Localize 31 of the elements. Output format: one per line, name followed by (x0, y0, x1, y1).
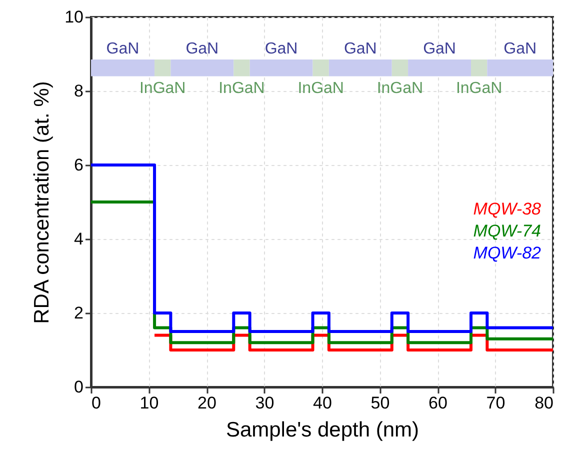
band-label: InGaN (139, 80, 186, 98)
x-tick-label: 60 (428, 394, 448, 412)
x-tick-label: 40 (313, 394, 332, 412)
y-tick-label: 8 (74, 82, 84, 100)
band-label: InGaN (298, 80, 344, 98)
band-label: InGaN (456, 80, 502, 98)
x-tick-label: 20 (198, 394, 216, 412)
band-label: GaN (344, 40, 377, 58)
y-tick-label: 0 (74, 378, 84, 396)
band-label: InGaN (376, 80, 424, 98)
text: MQW-38 (473, 199, 542, 218)
x-tick-label: 30 (255, 394, 274, 412)
x-tick-label: 80 (534, 394, 554, 412)
y-tick-label: 4 (74, 230, 84, 248)
band-label: GaN (186, 40, 219, 58)
y-tick-label: 10 (64, 8, 84, 26)
x-tick-label: 10 (140, 394, 159, 412)
x-tick-label: 50 (370, 394, 390, 412)
y-tick-label: 2 (74, 304, 84, 322)
band-label: GaN (423, 40, 456, 58)
x-tick-label: 0 (92, 394, 101, 412)
text: MQW-74 (473, 221, 541, 240)
x-tick-label: 70 (486, 394, 506, 412)
band-label: InGaN (218, 80, 265, 98)
text: MQW-82 (473, 243, 542, 262)
band-label: GaN (106, 40, 140, 58)
band-label: GaN (264, 40, 298, 58)
x-axis-title: Sample's depth (nm) (226, 418, 420, 442)
y-tick-label: 6 (74, 156, 84, 174)
band-label: GaN (504, 40, 537, 58)
y-axis-title: RDA concentration (at. %) (30, 81, 54, 324)
